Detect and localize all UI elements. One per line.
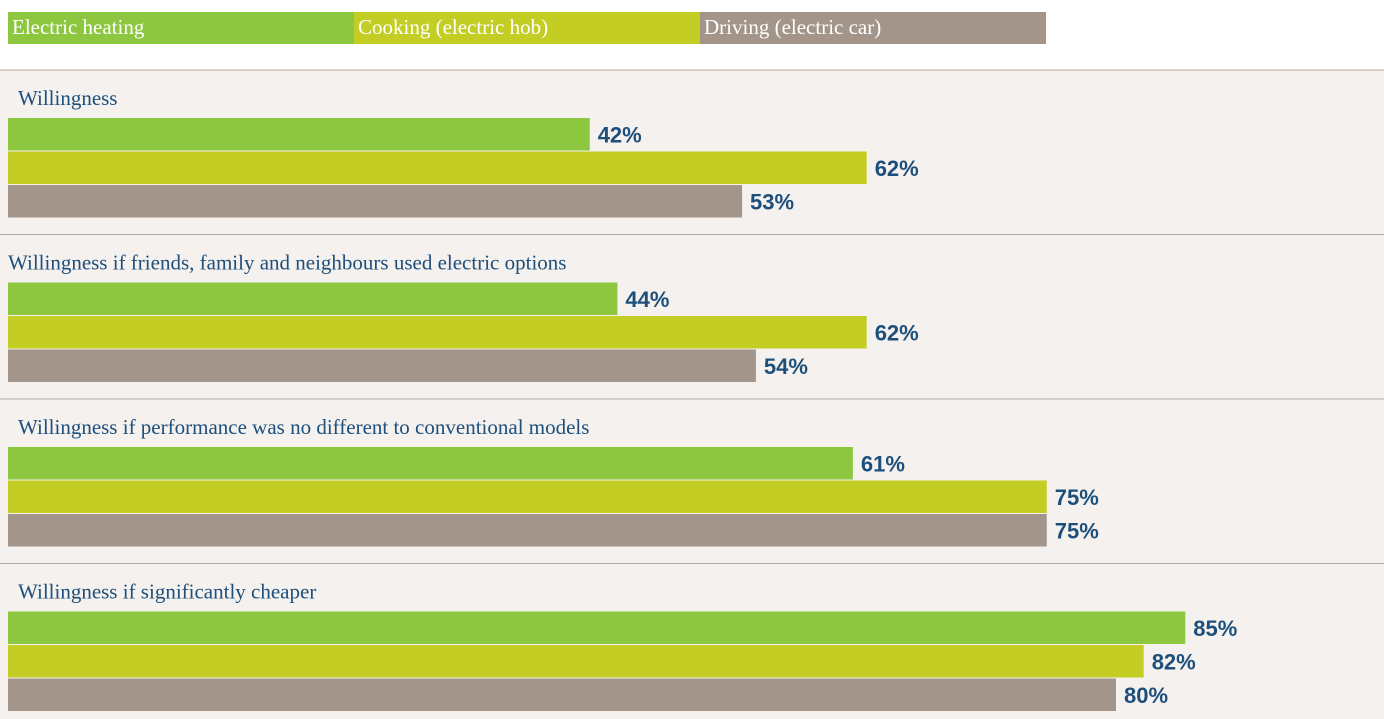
bar [8,349,756,382]
panel-title: Willingness if performance was no differ… [18,415,589,439]
panel-title: Willingness if friends, family and neigh… [8,250,566,274]
bar [8,447,853,480]
value-label: 61% [861,452,905,477]
value-label: 75% [1055,485,1099,510]
value-label: 82% [1152,650,1196,675]
bar [8,611,1186,644]
value-label: 42% [598,123,642,148]
value-label: 62% [875,321,919,346]
bar [8,316,867,349]
legend-label: Cooking (electric hob) [358,15,548,39]
legend-label: Electric heating [12,15,145,39]
value-label: 75% [1055,519,1099,544]
value-label: 62% [875,156,919,181]
value-label: 54% [764,354,808,379]
legend-swatch [8,12,354,44]
bar [8,151,867,184]
panel-title: Willingness if significantly cheaper [18,579,316,603]
bar [8,185,743,218]
value-label: 85% [1193,616,1237,641]
bar [8,645,1144,678]
bar [8,118,590,151]
value-label: 80% [1124,683,1168,708]
bar [8,678,1116,711]
bar [8,514,1047,547]
legend-swatch [354,12,700,44]
legend-swatch [700,12,1046,44]
bar [8,480,1047,513]
value-label: 53% [750,190,794,215]
bar [8,282,618,315]
panel-title: Willingness [18,86,117,110]
legend-label: Driving (electric car) [704,15,881,39]
value-label: 44% [625,287,669,312]
